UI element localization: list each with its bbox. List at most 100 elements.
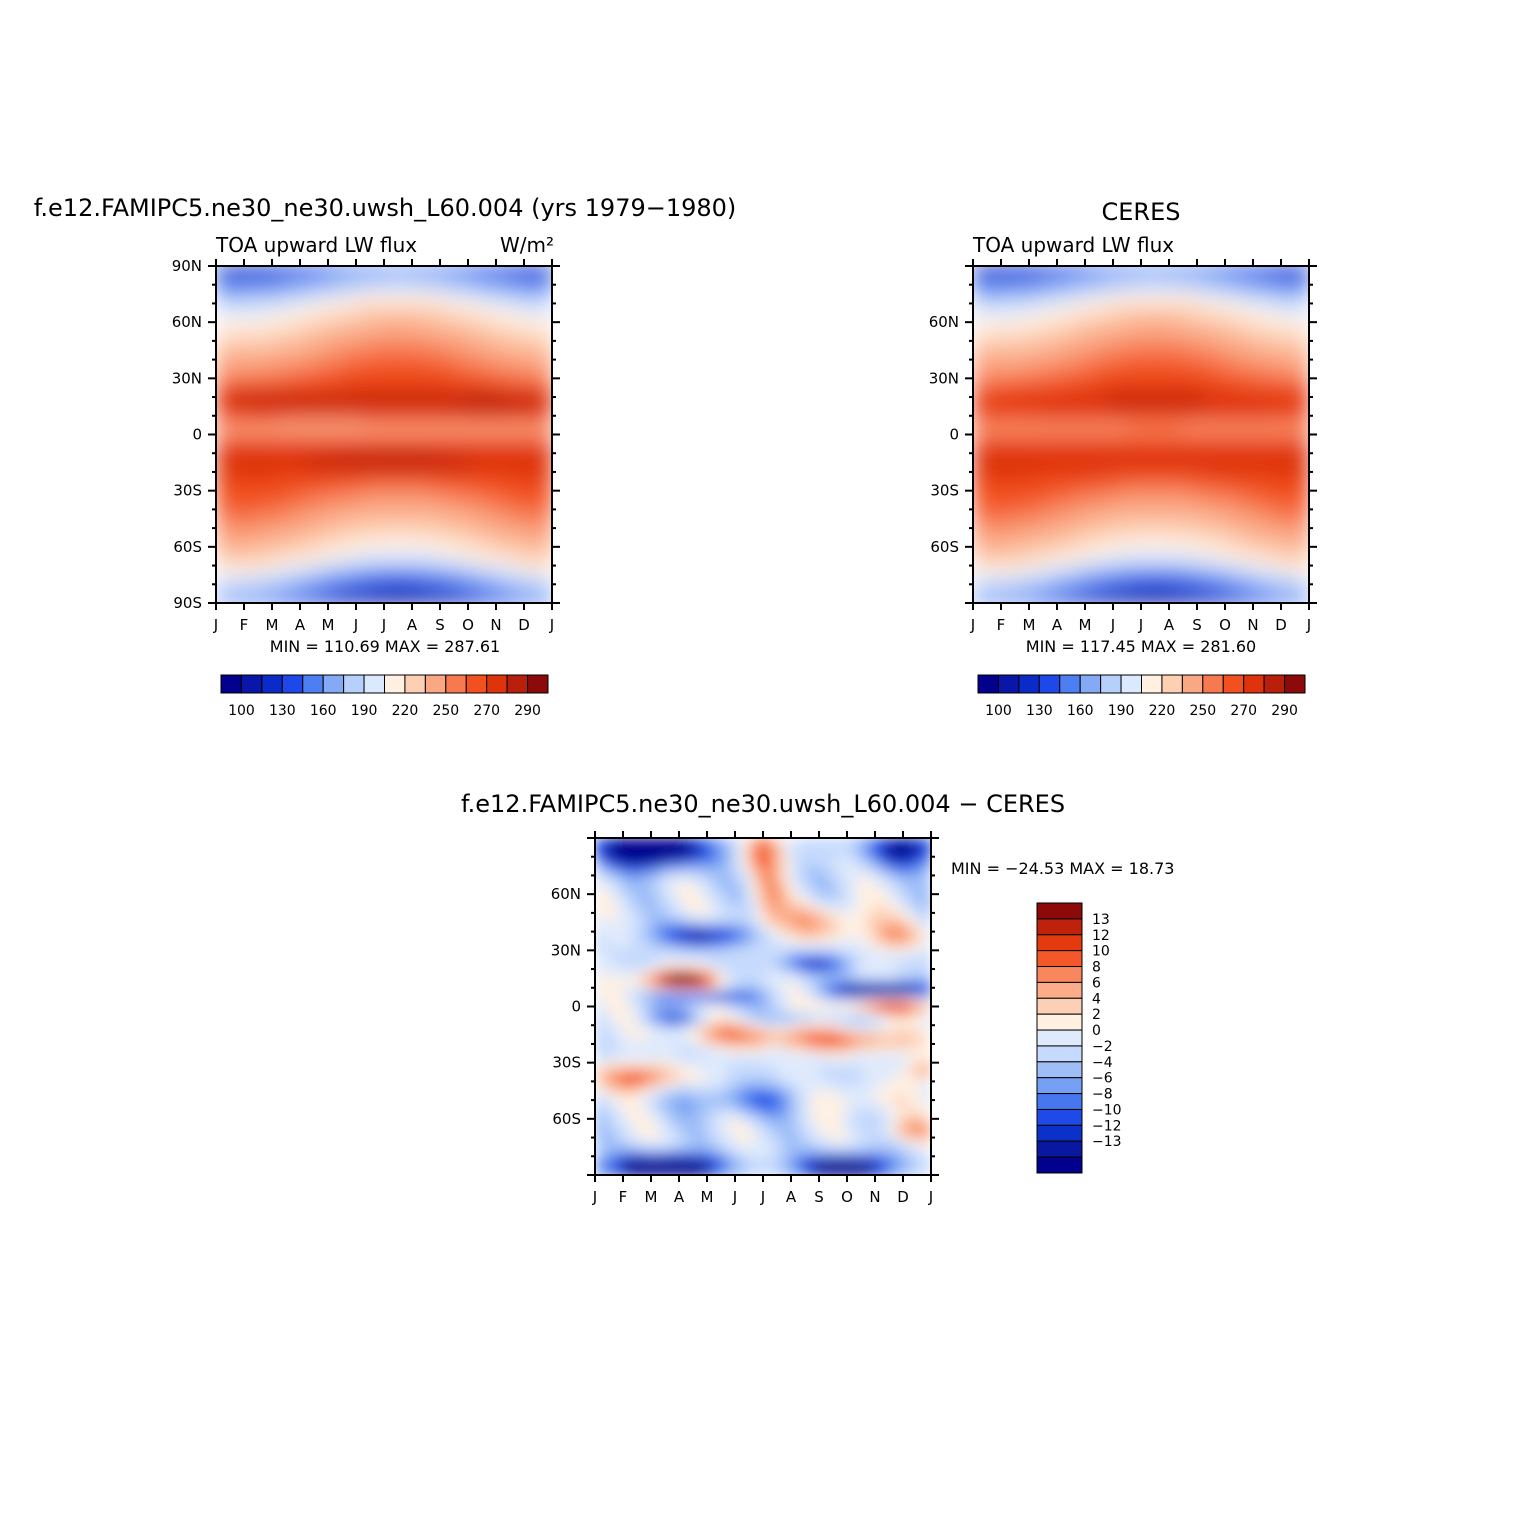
field-cell <box>258 406 266 412</box>
panel-model-colorbar-box <box>465 674 488 694</box>
field-cell <box>384 509 392 515</box>
field-cell <box>1029 270 1037 276</box>
field-cell <box>1225 368 1233 375</box>
field-cell <box>538 364 546 370</box>
field-cell <box>342 317 350 323</box>
field-cell <box>1057 266 1065 272</box>
field-cell <box>370 392 378 398</box>
field-cell <box>251 406 259 412</box>
field-cell <box>517 457 525 464</box>
field-cell <box>994 340 1002 347</box>
field-cell <box>1036 336 1044 342</box>
field-cell <box>447 373 455 379</box>
field-cell <box>447 359 455 365</box>
field-cell <box>230 598 238 603</box>
field-cell <box>1253 322 1261 328</box>
field-cell <box>321 500 329 506</box>
field-cell <box>440 373 448 379</box>
field-cell <box>489 476 497 482</box>
field-cell <box>489 448 497 454</box>
field-cell <box>230 336 238 342</box>
field-cell <box>1267 364 1275 370</box>
field-cell <box>1134 294 1142 300</box>
field-cell <box>1127 387 1135 393</box>
field-cell <box>1106 308 1114 314</box>
field-cell <box>419 579 427 585</box>
field-cell <box>1288 359 1296 365</box>
field-cell <box>216 387 224 393</box>
field-cell <box>538 308 546 314</box>
field-cell <box>496 289 504 295</box>
field-cell <box>391 383 399 389</box>
field-cell <box>1008 373 1016 379</box>
field-cell <box>258 546 266 553</box>
field-cell <box>461 565 469 571</box>
field-cell <box>265 331 273 337</box>
field-cell <box>391 359 399 365</box>
field-cell <box>1043 275 1051 281</box>
field-cell <box>531 280 539 286</box>
field-cell <box>419 584 427 590</box>
field-cell <box>405 584 413 590</box>
field-cell <box>1106 350 1114 356</box>
field-cell <box>321 359 329 365</box>
field-cell <box>1148 397 1156 403</box>
field-cell <box>363 565 371 571</box>
field-cell <box>286 476 294 482</box>
field-cell <box>328 397 336 403</box>
field-cell <box>314 537 322 543</box>
field-cell <box>258 397 266 403</box>
field-cell <box>510 429 518 436</box>
field-cell <box>328 383 336 389</box>
field-cell <box>251 500 259 506</box>
field-cell <box>1190 392 1198 398</box>
field-cell <box>510 434 518 440</box>
field-cell <box>272 565 280 571</box>
field-cell <box>279 401 287 408</box>
field-cell <box>447 523 455 529</box>
field-cell <box>286 434 294 440</box>
field-cell <box>300 532 308 539</box>
field-cell <box>223 500 231 506</box>
field-cell <box>1155 354 1163 361</box>
field-cell <box>1022 345 1030 351</box>
field-cell <box>300 537 308 543</box>
field-cell <box>370 551 378 557</box>
field-cell <box>391 514 399 520</box>
field-cell <box>370 406 378 412</box>
field-cell <box>342 387 350 393</box>
field-cell <box>314 364 322 370</box>
field-cell <box>405 588 413 595</box>
field-cell <box>307 270 315 276</box>
field-cell <box>1260 308 1268 314</box>
field-cell <box>216 457 224 464</box>
field-cell <box>230 551 238 557</box>
field-cell <box>447 448 455 454</box>
field-cell <box>524 439 532 445</box>
field-cell <box>1064 387 1072 393</box>
field-cell <box>538 294 546 300</box>
field-cell <box>342 500 350 506</box>
field-cell <box>398 373 406 379</box>
field-cell <box>1022 275 1030 281</box>
field-cell <box>1232 326 1240 333</box>
field-cell <box>1099 280 1107 286</box>
field-cell <box>475 476 483 482</box>
field-cell <box>1029 387 1037 393</box>
field-cell <box>307 326 315 333</box>
field-cell <box>1092 364 1100 370</box>
field-cell <box>994 336 1002 342</box>
field-cell <box>405 350 413 356</box>
field-cell <box>545 312 552 319</box>
field-cell <box>328 331 336 337</box>
field-cell <box>223 294 231 300</box>
field-cell <box>1106 284 1114 290</box>
field-cell <box>1099 331 1107 337</box>
field-cell <box>524 411 532 417</box>
field-cell <box>1197 326 1205 333</box>
field-cell <box>328 448 336 454</box>
field-cell <box>398 556 406 562</box>
field-cell <box>1085 340 1093 347</box>
field-cell <box>1092 322 1100 328</box>
field-cell <box>419 294 427 300</box>
